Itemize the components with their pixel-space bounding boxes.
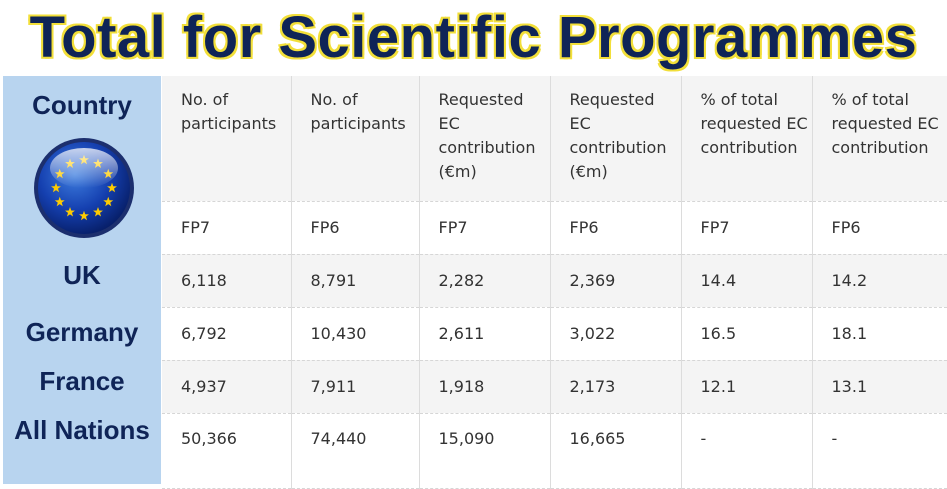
eu-flag-icon — [34, 138, 134, 238]
programme-cell: FP6 — [290, 201, 419, 255]
programme-cell: FP7 — [418, 201, 550, 255]
column-header: No. of participants — [162, 76, 291, 202]
table-cell: 2,173 — [549, 360, 681, 414]
row-label-uk: UK — [63, 260, 101, 290]
star-icon — [107, 182, 117, 193]
table-cell: 2,369 — [549, 254, 681, 308]
table-cell: 2,282 — [418, 254, 550, 308]
table-cell: 13.1 — [811, 360, 947, 414]
row-label-germany: Germany — [25, 317, 139, 347]
star-icon — [54, 196, 65, 207]
programme-cell: FP7 — [680, 201, 812, 255]
star-icon — [93, 207, 103, 217]
country-sidebar: Country UK Germany France All Nations — [3, 76, 161, 484]
table-cell: 50,366 — [162, 413, 291, 489]
table-cell: 7,911 — [290, 360, 419, 414]
table-cell: 8,791 — [290, 254, 419, 308]
country-header: Country — [32, 90, 132, 120]
data-table: No. of participants No. of participants … — [162, 76, 947, 489]
table-cell: 15,090 — [418, 413, 550, 489]
table-cell: 74,440 — [290, 413, 419, 489]
table-row: 6,792 10,430 2,611 3,022 16.5 18.1 — [162, 307, 947, 361]
table-cell: 10,430 — [290, 307, 419, 361]
table-cell: 16,665 — [549, 413, 681, 489]
column-header: Requested EC contribution (€m) — [549, 76, 681, 202]
table-row: 6,118 8,791 2,282 2,369 14.4 14.2 — [162, 254, 947, 308]
table-cell: - — [680, 413, 812, 489]
column-header-row: No. of participants No. of participants … — [162, 76, 947, 202]
page-title: Total for Scientific Programmes — [29, 4, 918, 71]
table-cell: 6,118 — [162, 254, 291, 308]
star-icon — [65, 207, 75, 217]
row-label-france: France — [39, 366, 125, 396]
column-header: % of total requested EC contribution — [811, 76, 947, 202]
table-row: 4,937 7,911 1,918 2,173 12.1 13.1 — [162, 360, 947, 414]
programme-cell: FP6 — [549, 201, 681, 255]
programme-row: FP7 FP6 FP7 FP6 FP7 FP6 — [162, 201, 947, 255]
column-header: Requested EC contribution (€m) — [418, 76, 550, 202]
column-header: No. of participants — [290, 76, 419, 202]
table-cell: - — [811, 413, 947, 489]
star-icon — [79, 210, 89, 221]
column-header: % of total requested EC contribution — [680, 76, 812, 202]
star-icon — [103, 196, 114, 207]
table-cell: 3,022 — [549, 307, 681, 361]
star-icon — [51, 182, 61, 193]
table-cell: 1,918 — [418, 360, 550, 414]
table-row: 50,366 74,440 15,090 16,665 - - — [162, 413, 947, 489]
table-cell: 16.5 — [680, 307, 812, 361]
table-cell: 2,611 — [418, 307, 550, 361]
table-cell: 14.4 — [680, 254, 812, 308]
table-cell: 18.1 — [811, 307, 947, 361]
row-label-all-nations: All Nations — [14, 415, 150, 445]
table-cell: 12.1 — [680, 360, 812, 414]
programme-cell: FP6 — [811, 201, 947, 255]
programme-cell: FP7 — [162, 201, 291, 255]
table-cell: 4,937 — [162, 360, 291, 414]
table-cell: 6,792 — [162, 307, 291, 361]
table-cell: 14.2 — [811, 254, 947, 308]
